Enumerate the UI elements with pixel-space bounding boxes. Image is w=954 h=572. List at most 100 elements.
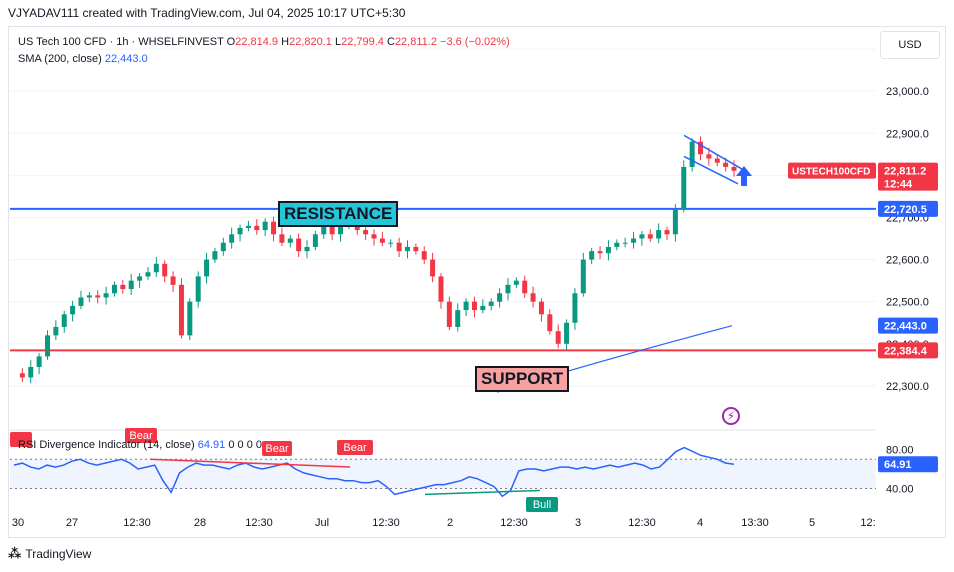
candle-body: [681, 166, 687, 210]
rsi-name: RSI Divergence Indicator (14, close): [18, 439, 195, 451]
sma-value: 22,443.0: [104, 53, 148, 65]
sma-legend: SMA (200, close) 22,443.0: [18, 53, 148, 65]
candle-body: [396, 242, 402, 252]
high-label: H: [281, 36, 290, 48]
bear-marker: [10, 432, 32, 447]
rsi-tag-text: 64.91: [884, 459, 912, 471]
flag-lower: [683, 155, 739, 185]
close-value: 22,811.2: [394, 36, 437, 48]
rsi-tick-label: 40.00: [886, 484, 914, 496]
lightning-icon[interactable]: ⚡: [722, 407, 740, 425]
time-tick-label: 12:30: [628, 517, 656, 529]
candle-body: [463, 301, 469, 311]
candle-body: [497, 293, 503, 302]
rsi-extra: 0 0 0 0: [228, 439, 262, 451]
footer-brand: TradingView: [25, 547, 92, 561]
candle-body: [672, 209, 678, 235]
candle-body: [296, 238, 302, 252]
divergence-markers: Bear Bear Bear Bull: [10, 428, 558, 512]
candle-body: [480, 305, 486, 311]
candle-body: [95, 295, 101, 298]
candle-body: [421, 251, 427, 260]
change-value: −3.6 (−0.02%): [440, 36, 510, 48]
candle-body: [446, 301, 452, 327]
sma-label: SMA (200, close): [18, 53, 102, 65]
candle-body: [614, 242, 620, 247]
candle-body: [287, 238, 293, 243]
divergence-label: Bear: [129, 430, 153, 442]
candle-body: [36, 356, 42, 367]
candle-body: [187, 301, 193, 336]
price-tick-label: 22,500.0: [886, 297, 929, 309]
price-axis: 22,300.022,400.022,500.022,600.022,700.0…: [886, 44, 929, 495]
candle-body: [128, 280, 134, 290]
candle-body: [237, 228, 243, 235]
support-tag-text: 22,384.4: [884, 345, 928, 357]
time-tick-label: 12:30: [123, 517, 151, 529]
candle-body: [279, 234, 285, 243]
low-value: 22,799.4: [341, 36, 384, 48]
candle-body: [647, 234, 653, 239]
time-tick-label: 12:30: [500, 517, 528, 529]
open-label: O: [226, 36, 236, 48]
candle-body: [70, 305, 76, 315]
resistance-tag-text: 22,720.5: [884, 204, 927, 216]
candle-body: [103, 293, 109, 298]
candle-body: [689, 141, 695, 167]
sma-tag: [878, 317, 938, 334]
bear-marker: [262, 441, 292, 456]
time-tick-label: 13:30: [741, 517, 769, 529]
candle-body: [271, 221, 277, 235]
time-tick-label: 2: [447, 517, 453, 529]
candle-body: [723, 162, 729, 167]
candle-body: [564, 322, 570, 344]
tradingview-logo-icon: ⁂: [8, 546, 22, 561]
rsi-legend: RSI Divergence Indicator (14, close) 64.…: [18, 439, 262, 451]
candle-body: [78, 297, 84, 306]
candle-body: [731, 166, 737, 171]
candle-body: [706, 154, 712, 159]
price-tags: USTECH100CFD 22,811.212:44 22,720.5 22,443.…: [788, 162, 938, 473]
rsi-line: [13, 446, 735, 498]
support-label: SUPPORT: [475, 366, 570, 392]
candle-body: [254, 225, 260, 231]
candle-body: [522, 280, 528, 294]
candle-body: [162, 263, 168, 277]
price-tick-label: 23,000.0: [886, 86, 929, 98]
horizontal-levels: [10, 207, 876, 352]
candle-body: [304, 246, 310, 252]
resistance-tag: [878, 200, 938, 217]
candle-body: [580, 259, 586, 294]
candle-body: [622, 242, 628, 244]
candle-body: [170, 276, 176, 285]
candle-body: [413, 246, 419, 252]
candle-body: [589, 251, 595, 260]
candle-body: [438, 276, 444, 302]
candle-body: [86, 295, 92, 298]
candle-body: [321, 221, 327, 235]
candle-body: [28, 366, 34, 378]
candle-body: [530, 293, 536, 302]
time-tick-label: 12:: [860, 517, 875, 529]
candles: [19, 136, 737, 384]
candle-body: [488, 301, 494, 306]
candle-body: [153, 263, 159, 273]
divergence-label: Bull: [533, 499, 551, 511]
candle-body: [19, 373, 25, 378]
bull-divergence-line: [424, 489, 541, 496]
resistance-label: RESISTANCE: [278, 201, 399, 227]
symbol-legend: US Tech 100 CFD · 1h · WHSELFINVEST O22,…: [18, 36, 510, 48]
footer: ⁂ TradingView: [8, 546, 91, 562]
candle-body: [371, 234, 377, 239]
rsi-tick-label: 80.00: [886, 445, 914, 457]
low-label: L: [334, 36, 342, 48]
candle-body: [61, 314, 67, 327]
arrow-up-icon: [736, 166, 752, 186]
candle-body: [656, 230, 662, 239]
candle-body: [430, 259, 436, 277]
last-price-tag-text: 12:44: [884, 179, 913, 191]
candle-body: [388, 242, 394, 244]
candle-body: [379, 238, 385, 243]
currency-button[interactable]: USD: [880, 31, 940, 59]
